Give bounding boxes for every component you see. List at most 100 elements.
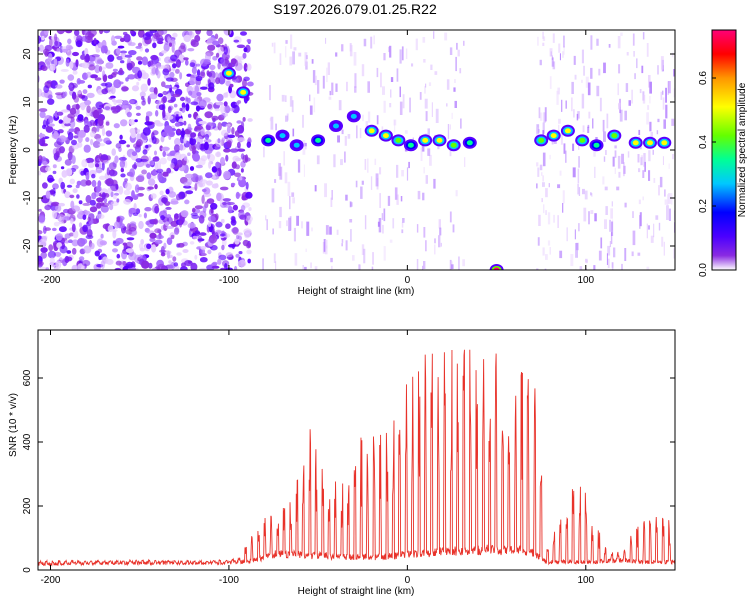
noise-blob — [187, 48, 195, 52]
noise-blob — [200, 246, 207, 250]
streak-mark — [427, 148, 431, 156]
noise-blob — [75, 103, 80, 110]
noise-blob — [164, 56, 172, 64]
noise-blob — [81, 62, 90, 69]
streak-mark — [659, 176, 663, 188]
noise-blob — [225, 223, 231, 229]
streak-mark — [444, 32, 448, 41]
noise-blob — [166, 237, 173, 245]
streak-mark — [408, 161, 410, 169]
noise-blob — [38, 229, 43, 235]
streak-mark — [664, 189, 666, 197]
noise-blob — [173, 227, 180, 235]
noise-blob — [120, 119, 128, 127]
streak-mark — [549, 154, 551, 160]
noise-blob — [85, 171, 90, 181]
noise-blob — [160, 246, 165, 255]
noise-blob — [96, 202, 102, 209]
noise-blob — [65, 44, 73, 51]
noise-blob — [179, 143, 184, 151]
noise-blob — [147, 178, 156, 186]
noise-blob — [56, 252, 61, 258]
noise-blob — [179, 72, 183, 80]
noise-blob — [95, 163, 100, 168]
noise-blob — [38, 208, 42, 212]
streak-mark — [456, 42, 458, 50]
streak-mark — [578, 156, 580, 168]
noise-blob — [166, 167, 172, 174]
noise-blob — [45, 190, 51, 199]
streak-mark — [584, 190, 588, 200]
noise-blob — [64, 233, 71, 239]
tone-point — [293, 142, 300, 148]
x-tick-label: -100 — [219, 275, 239, 286]
noise-blob — [112, 248, 118, 253]
streak-mark — [337, 135, 340, 143]
noise-blob — [135, 112, 141, 116]
noise-blob — [78, 222, 83, 228]
streak-mark — [311, 227, 313, 232]
noise-blob — [121, 100, 129, 106]
noise-blob — [161, 81, 166, 88]
noise-blob — [123, 189, 131, 196]
noise-blob — [183, 156, 188, 161]
streak-mark — [399, 101, 403, 115]
streak-mark — [309, 94, 311, 102]
streak-mark — [577, 168, 580, 184]
streak-mark — [356, 125, 358, 139]
noise-blob — [243, 228, 252, 235]
streak-mark — [464, 157, 466, 167]
streak-mark — [585, 76, 589, 88]
streak-mark — [617, 155, 621, 169]
noise-blob — [118, 81, 124, 85]
y-tick-label: -20 — [22, 238, 33, 253]
noise-blob — [83, 245, 92, 254]
noise-blob — [60, 181, 66, 190]
noise-blob — [194, 254, 198, 260]
streak-mark — [440, 242, 442, 247]
streak-mark — [293, 47, 297, 51]
noise-blob — [156, 100, 161, 105]
noise-blob — [154, 162, 158, 171]
noise-blob — [236, 234, 240, 240]
streak-mark — [543, 112, 546, 123]
noise-blob — [69, 119, 76, 129]
noise-blob — [157, 172, 163, 181]
streak-mark — [455, 56, 457, 72]
noise-blob — [103, 137, 111, 144]
streak-mark — [317, 80, 320, 94]
colorbar-tick-label: 0.4 — [698, 135, 709, 149]
noise-blob — [126, 111, 132, 118]
streak-mark — [262, 258, 264, 270]
noise-blob — [69, 178, 76, 185]
noise-blob — [225, 80, 231, 87]
streak-mark — [573, 55, 576, 65]
noise-blob — [103, 30, 110, 34]
streak-mark — [375, 173, 379, 187]
noise-blob — [157, 38, 164, 42]
noise-blob — [165, 115, 174, 120]
streak-mark — [406, 167, 409, 181]
noise-blob — [66, 49, 73, 58]
noise-blob — [80, 102, 86, 111]
tone-point — [407, 142, 414, 148]
noise-blob — [194, 125, 204, 130]
x-tick-label: 0 — [405, 275, 411, 286]
streak-mark — [621, 153, 624, 164]
tone-point — [550, 133, 557, 139]
streak-mark — [536, 127, 539, 140]
noise-blob — [205, 124, 211, 131]
streak-mark — [424, 86, 426, 94]
streak-mark — [598, 250, 602, 261]
noise-blob — [225, 91, 229, 98]
noise-blob — [225, 123, 231, 128]
streak-mark — [628, 100, 631, 106]
noise-blob — [141, 260, 150, 269]
streak-mark — [623, 165, 626, 174]
streak-mark — [614, 145, 617, 149]
streak-mark — [664, 199, 668, 205]
colorbar-ticks: 0.0 0.2 0.4 0.6 — [698, 71, 716, 277]
noise-blob — [147, 78, 151, 86]
noise-blob — [187, 222, 196, 229]
streak-mark — [270, 116, 274, 130]
